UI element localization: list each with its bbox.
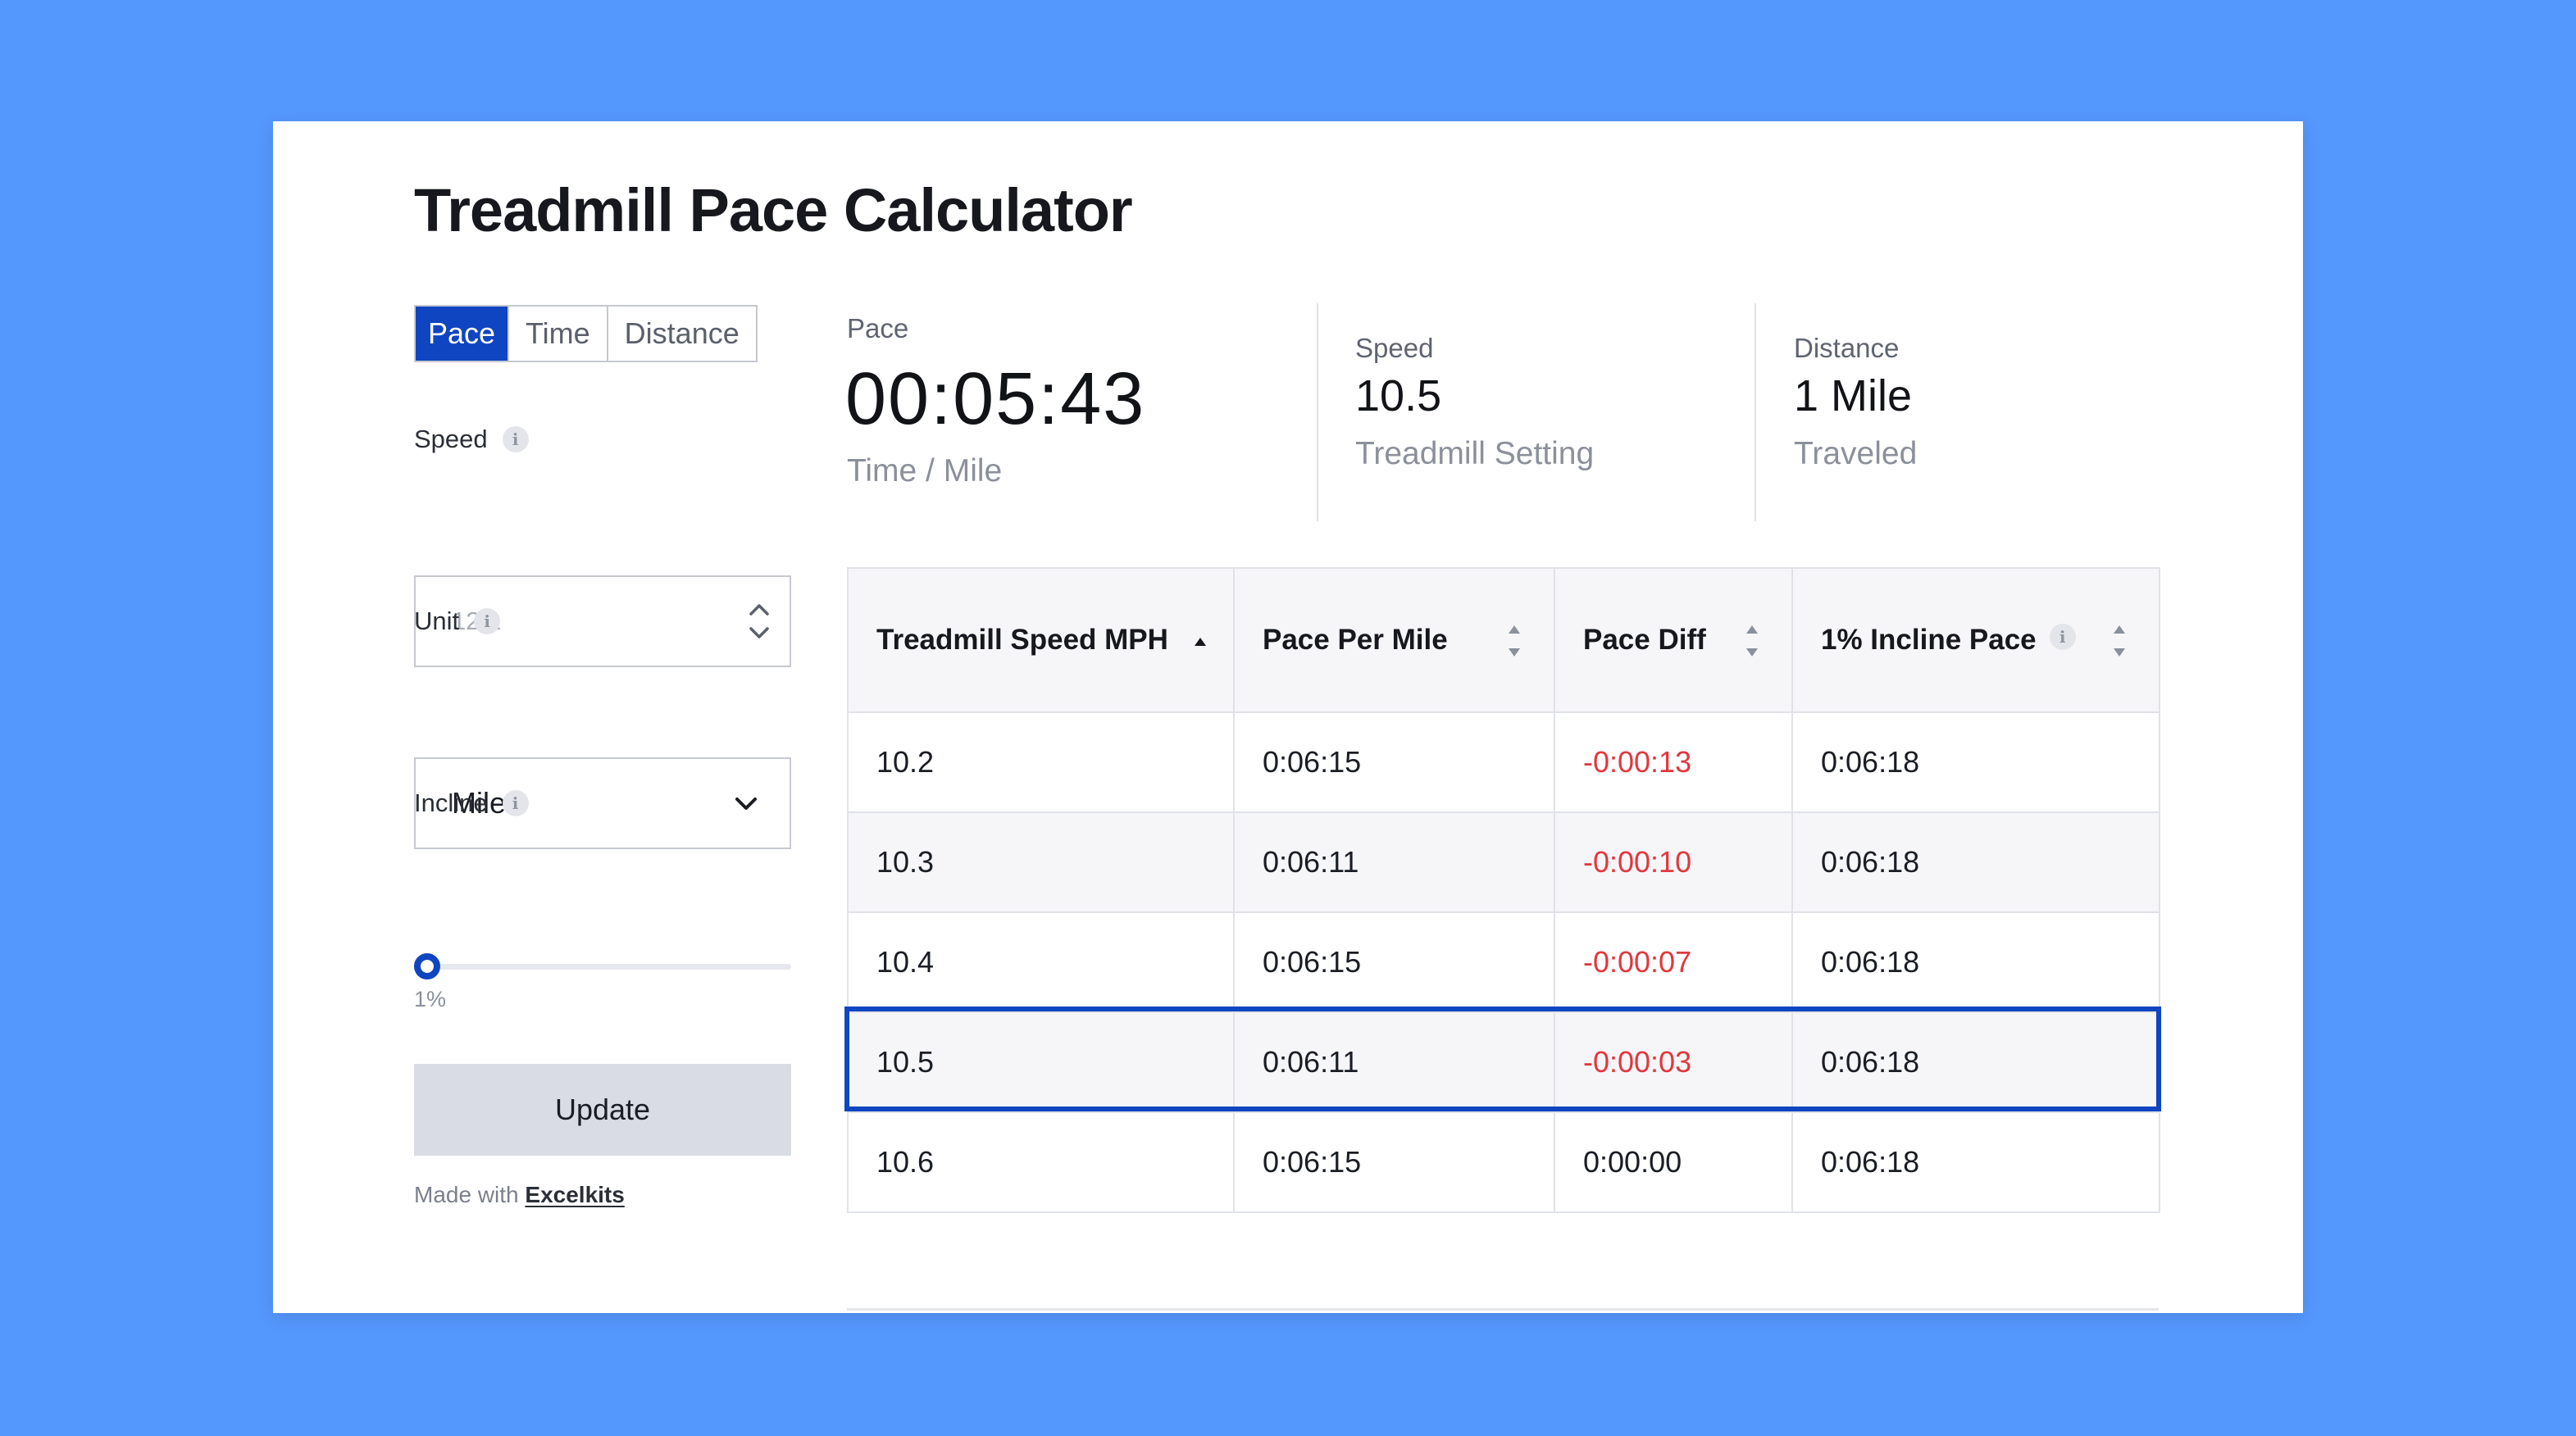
pace-diff-cell: -0:00:10 xyxy=(1554,811,1793,913)
pace-stat-label: Pace xyxy=(847,313,909,343)
speed-cell: 10.5 xyxy=(847,1011,1235,1113)
column-header-speed[interactable]: Treadmill Speed MPH xyxy=(847,567,1235,713)
incline-pace-cell: 0:06:18 xyxy=(1791,711,2160,813)
pace-cell: 0:06:15 xyxy=(1233,911,1555,1013)
speed-cell: 10.2 xyxy=(847,711,1235,813)
table-row[interactable]: 10.2 0:06:15 -0:00:13 0:06:18 xyxy=(847,711,2160,813)
distance-stat-sub: Traveled xyxy=(1794,436,1918,471)
pace-table-wrapper: Treadmill Speed MPH Pace Per Mile P xyxy=(847,567,2160,1213)
unit-label: Unit xyxy=(414,607,460,635)
chevron-down-icon xyxy=(735,798,757,810)
incline-value: 1% xyxy=(414,987,447,1011)
table-row[interactable]: 10.4 0:06:15 -0:00:07 0:06:18 xyxy=(847,911,2160,1013)
incline-pace-cell: 0:06:18 xyxy=(1791,811,2160,913)
made-with-credit: Made with Excelkits xyxy=(414,1182,625,1208)
pace-stat-sub: Time / Mile xyxy=(847,453,1003,489)
column-header-pace[interactable]: Pace Per Mile xyxy=(1233,567,1555,713)
column-header-incline-pace[interactable]: 1% Incline Pace i xyxy=(1791,567,2160,713)
sort-icon xyxy=(1746,625,1758,657)
info-icon[interactable]: i xyxy=(502,790,529,816)
column-header-pace-diff[interactable]: Pace Diff xyxy=(1554,567,1793,713)
table-row[interactable]: 10.6 0:06:15 0:00:00 0:06:18 xyxy=(847,1111,2160,1213)
table-row[interactable]: 10.3 0:06:11 -0:00:10 0:06:18 xyxy=(847,811,2160,913)
tab-pace[interactable]: Pace xyxy=(416,307,509,361)
unit-label-row: Unit i xyxy=(414,607,501,636)
section-divider xyxy=(847,1308,2159,1311)
sort-icon xyxy=(1509,625,1520,657)
speed-label-row: Speed i xyxy=(414,425,529,454)
pace-cell: 0:06:11 xyxy=(1233,811,1555,913)
excelkits-link[interactable]: Excelkits xyxy=(525,1182,625,1207)
column-header-label: Pace Diff xyxy=(1583,624,1706,656)
speed-input[interactable] xyxy=(416,577,727,666)
stat-divider xyxy=(1755,303,1756,521)
incline-slider-thumb[interactable] xyxy=(414,953,440,979)
distance-stat-value: 1 Mile xyxy=(1794,371,1913,420)
incline-label: Incline xyxy=(414,788,488,817)
calculator-card: Treadmill Pace Calculator Pace Time Dist… xyxy=(273,121,2303,1313)
pace-cell: 0:06:15 xyxy=(1233,1111,1555,1213)
pace-cell: 0:06:15 xyxy=(1233,711,1555,813)
incline-pace-cell: 0:06:18 xyxy=(1791,1111,2160,1213)
tab-time[interactable]: Time xyxy=(509,307,608,361)
chevron-up-icon[interactable] xyxy=(749,604,769,616)
unit-select[interactable]: Miles xyxy=(414,757,791,849)
pace-diff-cell: -0:00:03 xyxy=(1554,1011,1793,1113)
update-button[interactable]: Update xyxy=(414,1064,791,1156)
speed-label: Speed xyxy=(414,425,488,453)
info-icon[interactable]: i xyxy=(474,608,501,634)
pace-diff-cell: 0:00:00 xyxy=(1554,1111,1793,1213)
pace-diff-cell: -0:00:07 xyxy=(1554,911,1793,1013)
mode-tabs: Pace Time Distance xyxy=(414,305,758,362)
distance-stat-label: Distance xyxy=(1794,333,1900,363)
info-icon[interactable]: i xyxy=(502,426,529,452)
made-with-prefix: Made with xyxy=(414,1182,519,1207)
speed-stat-sub: Treadmill Setting xyxy=(1355,436,1595,471)
column-header-label: Treadmill Speed MPH xyxy=(876,624,1168,656)
chevron-down-icon[interactable] xyxy=(749,627,769,638)
sort-ascending-icon xyxy=(1195,638,1206,646)
table-row-selected[interactable]: 10.5 0:06:11 -0:00:03 0:06:18 xyxy=(847,1011,2160,1113)
incline-label-row: Incline i xyxy=(414,788,529,818)
speed-stepper[interactable] xyxy=(747,597,771,646)
speed-cell: 10.6 xyxy=(847,1111,1235,1213)
pace-cell: 0:06:11 xyxy=(1233,1011,1555,1113)
column-header-label: Pace Per Mile xyxy=(1263,624,1448,656)
incline-pace-cell: 0:06:18 xyxy=(1791,1011,2160,1113)
stat-divider xyxy=(1317,303,1318,521)
sort-icon xyxy=(2114,625,2125,657)
incline-pace-cell: 0:06:18 xyxy=(1791,911,2160,1013)
speed-cell: 10.4 xyxy=(847,911,1235,1013)
speed-cell: 10.3 xyxy=(847,811,1235,913)
pace-diff-cell: -0:00:13 xyxy=(1554,711,1793,813)
pace-stat-value: 00:05:43 xyxy=(845,358,1146,440)
incline-slider-track[interactable] xyxy=(429,964,791,970)
speed-stat-label: Speed xyxy=(1355,333,1434,363)
table-header-row: Treadmill Speed MPH Pace Per Mile P xyxy=(847,567,2160,713)
tab-distance[interactable]: Distance xyxy=(608,307,756,361)
page-title: Treadmill Pace Calculator xyxy=(414,176,1133,244)
info-icon[interactable]: i xyxy=(2049,624,2076,650)
speed-stat-value: 10.5 xyxy=(1355,371,1442,420)
column-header-label: 1% Incline Pace xyxy=(1821,624,2037,656)
pace-table: Treadmill Speed MPH Pace Per Mile P xyxy=(847,567,2160,1213)
